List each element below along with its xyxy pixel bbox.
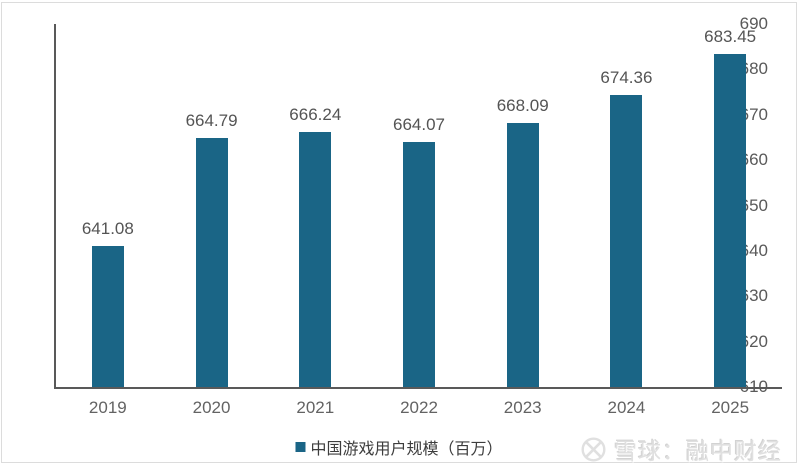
bar-2023: [506, 123, 539, 387]
bar-value-label: 683.45: [704, 26, 757, 46]
y-tick-label: 690: [739, 14, 768, 33]
bar-2025: [714, 53, 747, 387]
bar-2022: [403, 141, 435, 387]
x-tick-label: 2019: [88, 398, 127, 417]
y-tick-label: 610: [739, 377, 768, 396]
plot-area: 690 680 670 660 650 640 630 620 610 641.08 664.79…: [54, 15, 782, 417]
y-tick-label: 660: [739, 150, 768, 170]
bar-value-label: 664.79: [185, 111, 238, 131]
x-tick-label: 2024: [607, 398, 646, 417]
bar-value-label: 674.36: [600, 67, 653, 87]
bar-2021: [299, 131, 332, 387]
bar-value-label: 668.09: [496, 96, 549, 116]
x-tick-label: 2023: [503, 398, 542, 417]
bar-value-label: 666.24: [289, 104, 342, 124]
y-tick-label: 680: [739, 59, 768, 79]
y-tick-label: 640: [739, 240, 768, 260]
bar-value-label: 641.08: [81, 218, 134, 238]
legend-swatch-icon: [295, 442, 306, 452]
bar-value-label: 664.07: [393, 114, 445, 134]
xueqiu-snowball-icon: [581, 436, 606, 462]
y-tick-label: 670: [739, 104, 768, 124]
bar-2019: [91, 245, 124, 387]
legend-label: 中国游戏用户规模（百万）: [310, 441, 503, 458]
x-tick-label: 2022: [400, 398, 438, 417]
legend: 中国游戏用户规模（百万）: [295, 435, 503, 459]
x-tick-label: 2021: [296, 398, 335, 417]
y-tick-label: 620: [739, 331, 768, 351]
x-tick-label: 2025: [711, 398, 750, 417]
bar-2020: [195, 138, 228, 387]
bar-2024: [610, 94, 643, 387]
y-tick-label: 650: [739, 195, 768, 215]
y-axis-line: [54, 24, 56, 387]
watermark: 雪球：融中财经: [580, 432, 782, 466]
x-axis-line: [54, 387, 782, 389]
x-tick-label: 2020: [192, 398, 231, 417]
watermark-text: 雪球：融中财经: [614, 438, 782, 464]
y-tick-label: 630: [739, 286, 768, 306]
